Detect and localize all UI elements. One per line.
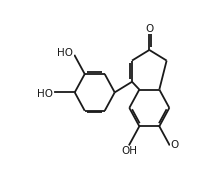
Text: HO: HO — [37, 89, 53, 99]
Text: O: O — [170, 140, 179, 150]
Text: OH: OH — [121, 146, 137, 156]
Text: O: O — [145, 24, 153, 34]
Text: HO: HO — [57, 48, 73, 58]
